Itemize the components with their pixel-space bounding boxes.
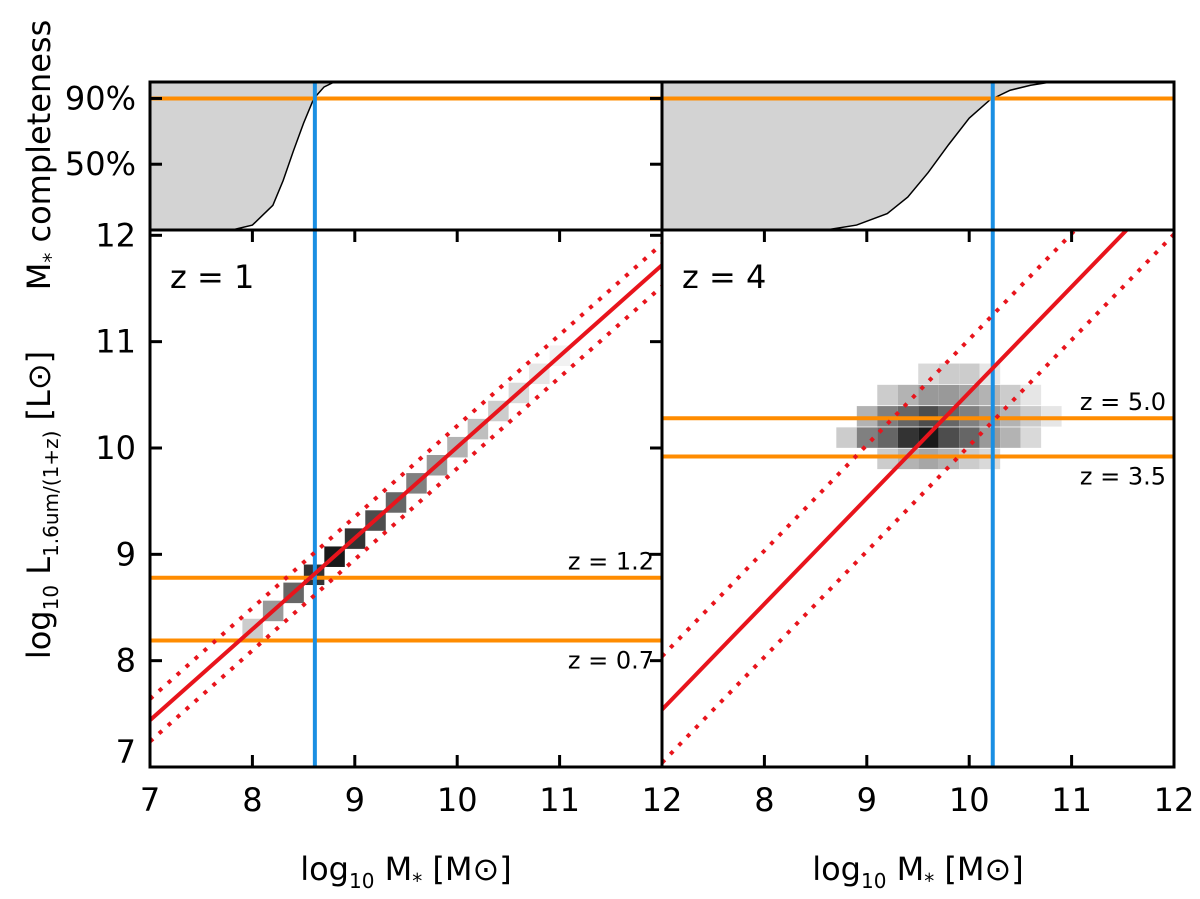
y-tick-label: 10 [95,429,136,467]
density-cell [897,448,919,470]
completeness-curve [150,82,662,230]
density-cell [897,427,919,448]
density-cell [918,363,939,385]
x-tick-label: 12 [1154,781,1195,819]
axis-label: M* completeness [20,20,63,291]
density-cell [959,448,980,470]
axis-label: log10 L1.6um/(1+z) [L⊙] [20,351,63,659]
density-cell [979,384,1001,406]
label-part: log [812,850,861,888]
density-cell [938,427,960,448]
completeness-fill [150,82,662,230]
x-tick-label: 7 [140,781,160,819]
y-tick-label: 9 [116,535,136,573]
x-tick-label: 8 [754,781,774,819]
density-cell [1020,384,1042,406]
y-tick-label: 7 [116,733,136,771]
relation-line [662,230,1130,711]
label-part: [L⊙] [20,351,58,431]
subscript: * [39,253,63,263]
density-cell [1020,427,1042,448]
density-cell [938,448,960,470]
density-cell [897,384,919,406]
label-part: L [20,557,58,585]
panel-content [662,82,1174,230]
axis-label: log10 M* [M⊙] [812,850,1024,893]
density-cell [918,427,939,448]
subscript: * [924,869,934,893]
subscript: 10 [861,869,886,893]
label-part: M [20,263,58,291]
x-tick-label: 10 [949,781,990,819]
panel-content [150,230,662,767]
subscript: * [412,869,422,893]
label-part: completeness [20,20,58,253]
density-cell [979,448,1001,470]
y-tick-label: 90% [65,79,136,117]
density-cell [959,427,980,448]
scatter-line [662,232,1174,765]
label-part: M [886,850,924,888]
y-tick-label: 12 [95,216,136,254]
label-part: [M⊙] [422,850,512,888]
subscript: 1.6um/(1+z) [39,431,63,557]
subscript: 10 [39,585,63,610]
completeness-curve [662,82,1174,230]
panel-content [662,230,1174,767]
redshift-label: z = 0.7 [568,646,654,674]
density-cell [938,384,960,406]
density-cell [877,448,898,470]
completeness-fill [662,82,1174,230]
label-part: M [374,850,412,888]
label-part: log [20,610,58,659]
panel-annotation: z = 1 [170,258,254,296]
label-part: [M⊙] [934,850,1024,888]
relation-line [150,263,662,722]
panel-content [150,82,662,230]
scatter-line [662,230,1078,658]
redshift-label: z = 5.0 [1080,388,1166,416]
label-part: log [300,850,349,888]
density-cell [856,427,878,448]
y-tick-label: 8 [116,642,136,680]
density-cell [1000,427,1021,448]
density-cell [959,363,980,385]
panel-annotation: z = 4 [682,258,766,296]
y-tick-label: 11 [95,323,136,361]
axis-label: log10 M* [M⊙] [300,850,512,893]
density-cell [877,384,898,406]
x-tick-label: 11 [1051,781,1092,819]
y-tick-label: 50% [65,145,136,183]
redshift-label: z = 3.5 [1080,462,1166,490]
density-cell [877,427,898,448]
x-tick-label: 9 [857,781,877,819]
density-cell [836,427,857,448]
x-tick-label: 9 [345,781,365,819]
x-tick-label: 12 [642,781,683,819]
density-cell [979,427,1001,448]
density-cell [938,363,960,385]
density-cell [918,384,939,406]
x-tick-label: 10 [437,781,478,819]
panel-frame [660,228,1176,769]
density-cell [918,448,939,470]
density-cell [1000,384,1021,406]
subscript: 10 [349,869,374,893]
scatter-line [150,242,662,701]
x-tick-label: 11 [539,781,580,819]
redshift-label: z = 1.2 [568,548,654,576]
x-tick-label: 8 [242,781,262,819]
